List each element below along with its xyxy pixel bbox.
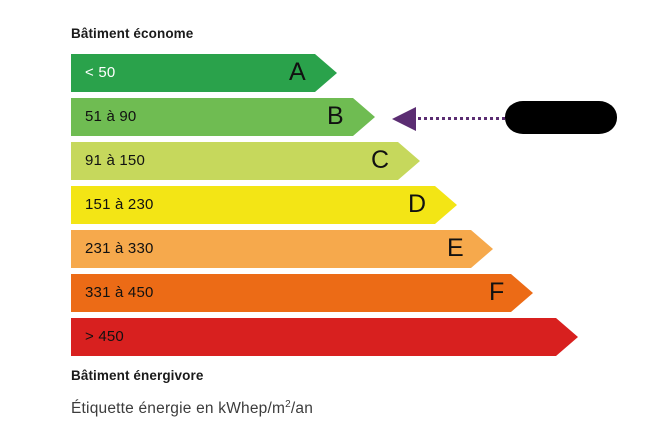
energy-bar-letter-b: B: [327, 102, 344, 130]
energy-bar-range-label: 91 à 150: [85, 152, 145, 169]
energy-bar-range-label: 51 à 90: [85, 108, 137, 125]
energy-bar-shape-e: [71, 230, 493, 268]
energy-bar-shape-g: [71, 318, 578, 356]
energy-bar-letter-d: D: [408, 190, 427, 218]
bottom-caption: Bâtiment énergivore: [71, 368, 204, 383]
energy-bar-range-label: 331 à 450: [85, 284, 154, 301]
energy-bar-letter-e: E: [447, 234, 464, 262]
energy-bar-shape-c: [71, 142, 420, 180]
energy-bar-range-label: 151 à 230: [85, 196, 154, 213]
unit-caption-suffix: /an: [290, 400, 314, 417]
top-caption: Bâtiment économe: [71, 26, 194, 41]
energy-bar-e: 231 à 330 E: [71, 230, 493, 268]
energy-bar-range-label: > 450: [85, 328, 124, 345]
energy-bar-g: > 450: [71, 318, 578, 356]
energy-bar-f: 331 à 450 F: [71, 274, 533, 312]
energy-bar-shape-f: [71, 274, 533, 312]
energy-bar-letter-c: C: [371, 146, 390, 174]
unit-caption-exponent: 2: [285, 398, 291, 410]
energy-bar-shape-a: [71, 54, 337, 92]
energy-bar-range-label: 231 à 330: [85, 240, 154, 257]
unit-caption: Étiquette énergie en kWhep/m2/an: [71, 398, 314, 418]
energy-bar-range-label: < 50: [85, 64, 116, 81]
energy-bar-letter-f: F: [489, 278, 505, 306]
energy-bar-b: 51 à 90 B: [71, 98, 375, 136]
unit-caption-text: Étiquette énergie en kWhep/m: [71, 400, 286, 417]
energy-bar-d: 151 à 230 D: [71, 186, 457, 224]
energy-bar-c: 91 à 150 C: [71, 142, 420, 180]
energy-bar-shape-b: [71, 98, 375, 136]
energy-bar-shape-d: [71, 186, 457, 224]
energy-bar-a: < 50 A: [71, 54, 337, 92]
energy-bar-letter-a: A: [289, 58, 306, 86]
